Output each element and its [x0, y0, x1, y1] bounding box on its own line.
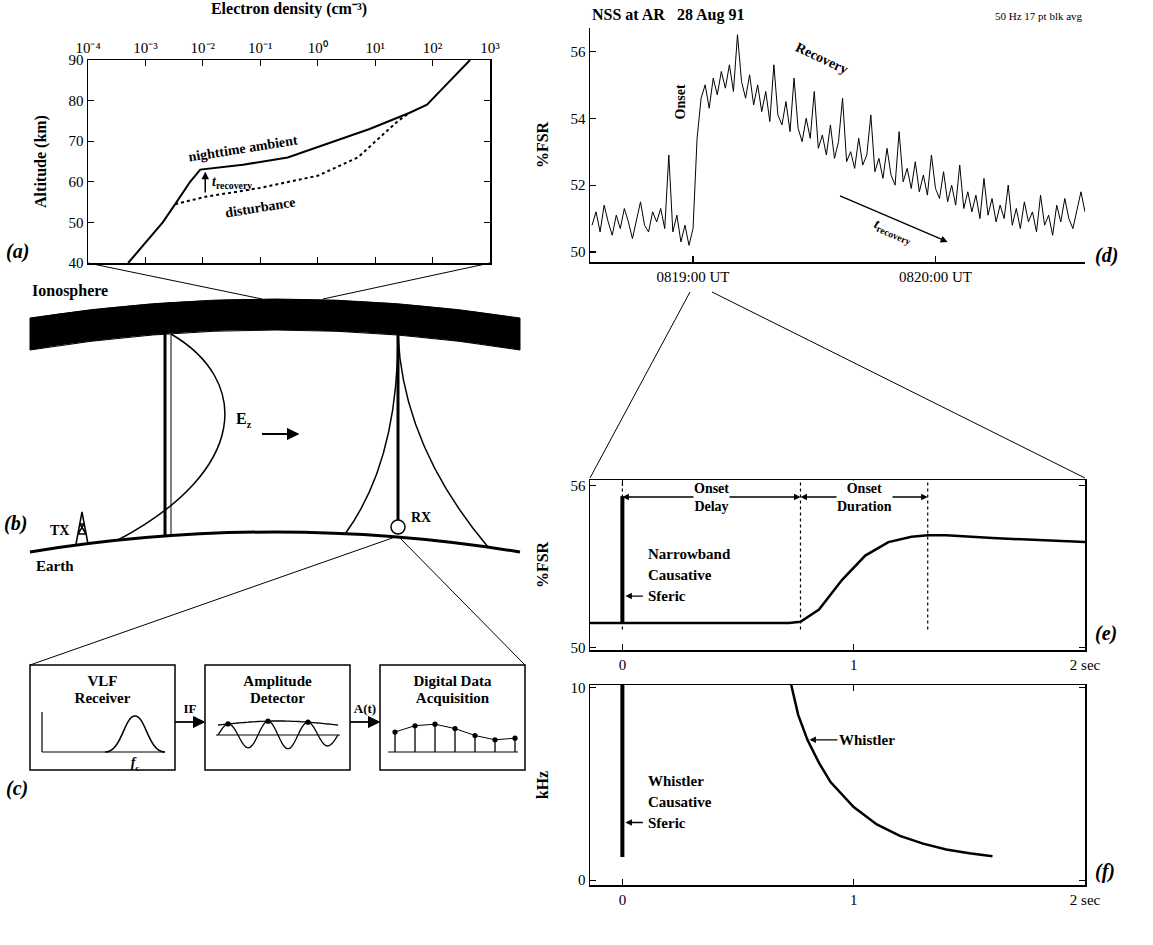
- svg-text:10²: 10²: [423, 40, 443, 56]
- svg-text:10⁻²: 10⁻²: [191, 40, 216, 56]
- svg-text:VLF: VLF: [88, 673, 118, 689]
- svg-text:Causative: Causative: [648, 794, 712, 810]
- svg-text:0819:00 UT: 0819:00 UT: [657, 269, 730, 285]
- svg-text:(a): (a): [6, 240, 29, 263]
- svg-text:Onset: Onset: [673, 84, 688, 119]
- svg-text:(c): (c): [6, 777, 28, 800]
- svg-text:60: 60: [69, 174, 84, 190]
- svg-text:56: 56: [571, 478, 587, 494]
- svg-text:Recovery: Recovery: [793, 40, 850, 77]
- svg-text:56: 56: [571, 44, 587, 60]
- svg-text:TX: TX: [50, 523, 69, 538]
- svg-text:(e): (e): [1095, 622, 1117, 645]
- svg-text:90: 90: [69, 52, 84, 68]
- svg-text:40: 40: [69, 255, 84, 271]
- svg-text:OnsetDuration: OnsetDuration: [837, 481, 892, 514]
- svg-text:10⁻⁴: 10⁻⁴: [75, 40, 100, 56]
- svg-text:1: 1: [850, 657, 858, 673]
- svg-text:50: 50: [571, 244, 586, 260]
- svg-text:IF: IF: [184, 701, 197, 716]
- svg-text:NSS at AR 28 Aug 91: NSS at AR 28 Aug 91: [592, 6, 744, 24]
- svg-text:2 sec: 2 sec: [1070, 892, 1101, 908]
- svg-text:50: 50: [69, 215, 84, 231]
- svg-text:RX: RX: [411, 510, 431, 525]
- svg-text:(b): (b): [4, 512, 27, 535]
- svg-text:Digital Data: Digital Data: [414, 673, 492, 689]
- svg-text:52: 52: [571, 177, 586, 193]
- svg-text:Amplitude: Amplitude: [243, 673, 312, 689]
- svg-text:70: 70: [69, 133, 84, 149]
- svg-text:0: 0: [578, 872, 586, 888]
- svg-text:10: 10: [571, 680, 586, 696]
- svg-text:%FSR: %FSR: [534, 121, 551, 168]
- svg-text:(f): (f): [1095, 860, 1115, 883]
- svg-text:80: 80: [69, 93, 84, 109]
- svg-text:50 Hz 17 pt blk avg: 50 Hz 17 pt blk avg: [995, 10, 1083, 22]
- svg-text:Sferic: Sferic: [648, 588, 686, 604]
- svg-text:t​recovery​: t​recovery​: [871, 216, 915, 247]
- svg-text:Whistler: Whistler: [648, 773, 704, 789]
- svg-text:10¹: 10¹: [365, 40, 385, 56]
- svg-text:10³: 10³: [480, 40, 500, 56]
- svg-text:kHz: kHz: [534, 771, 551, 799]
- svg-text:2 sec: 2 sec: [1070, 657, 1101, 673]
- svg-text:50: 50: [571, 640, 586, 656]
- svg-text:OnsetDelay: OnsetDelay: [694, 481, 729, 514]
- svg-text:Ionosphere: Ionosphere: [32, 282, 108, 300]
- svg-text:Sferic: Sferic: [648, 815, 686, 831]
- svg-text:fc: fc: [131, 755, 140, 773]
- svg-text:Acquisition: Acquisition: [416, 690, 490, 706]
- svg-text:Earth: Earth: [36, 558, 74, 574]
- svg-text:(d): (d): [1095, 244, 1118, 267]
- svg-text:t​recovery​: t​recovery​: [212, 174, 252, 191]
- svg-text:0820:00 UT: 0820:00 UT: [899, 269, 972, 285]
- svg-text:10⁻¹: 10⁻¹: [248, 40, 273, 56]
- svg-text:10⁰: 10⁰: [308, 40, 328, 56]
- svg-text:0: 0: [619, 657, 627, 673]
- svg-text:10⁻³: 10⁻³: [133, 40, 158, 56]
- svg-text:A(t): A(t): [354, 701, 376, 716]
- svg-text:Altitude (km): Altitude (km): [32, 115, 50, 208]
- svg-text:Causative: Causative: [648, 567, 712, 583]
- svg-text:54: 54: [571, 111, 587, 127]
- svg-text:disturbance: disturbance: [224, 195, 296, 221]
- svg-text:Detector: Detector: [250, 690, 305, 706]
- svg-text:1: 1: [850, 892, 858, 908]
- svg-text:Ez: Ez: [236, 410, 252, 430]
- svg-text:Electron density (cm⁻³): Electron density (cm⁻³): [211, 0, 367, 18]
- svg-text:0: 0: [619, 892, 627, 908]
- svg-text:Narrowband: Narrowband: [648, 546, 731, 562]
- svg-text:%FSR: %FSR: [534, 541, 551, 588]
- svg-text:Whistler: Whistler: [839, 732, 895, 748]
- svg-text:nighttime ambient: nighttime ambient: [187, 132, 298, 164]
- svg-text:Receiver: Receiver: [75, 690, 131, 706]
